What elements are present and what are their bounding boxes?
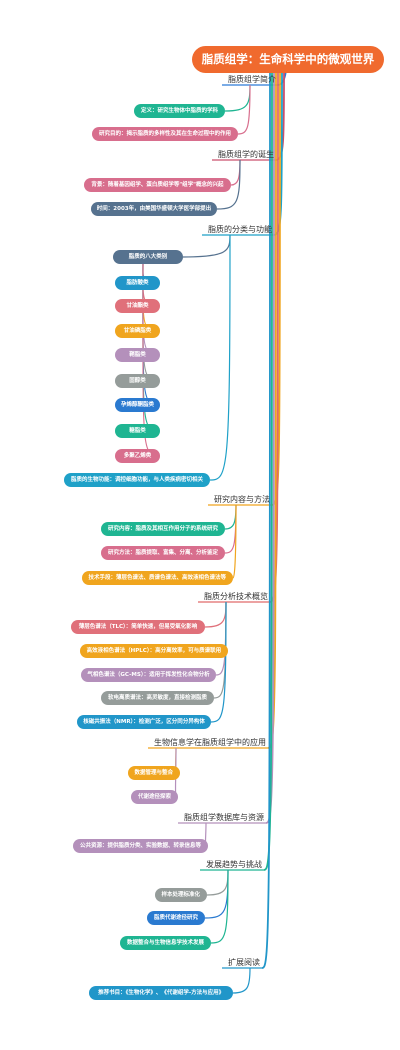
leaf-node[interactable]: 脂质的生物功能：调控细胞功能，与人类疾病密切相关 — [64, 473, 210, 487]
branch-label[interactable]: 脂质的分类与功能 — [208, 225, 272, 234]
leaf-node[interactable]: 薄层色谱法（TLC）：简单快速，但易受氧化影响 — [71, 620, 205, 634]
leaf-node[interactable]: 时间：2003年，由美国华盛顿大学医学部提出 — [90, 202, 217, 216]
leaf-node[interactable]: 技术手段：薄层色谱法、质谱色谱法、高效液相色谱法等 — [81, 571, 233, 585]
branch-label[interactable]: 扩展阅读 — [228, 958, 260, 967]
category-group-node[interactable]: 脂质的八大类别 — [113, 250, 183, 264]
leaf-node[interactable]: 背景：随着基因组学、蛋白质组学等"组学"概念的兴起 — [83, 178, 231, 192]
leaf-node[interactable]: 气相色谱法（GC-MS）：适用于挥发性化合物分析 — [81, 668, 216, 682]
category-leaf-node[interactable]: 鞘脂类 — [115, 348, 160, 362]
leaf-node[interactable]: 核磁共振法（NMR）：检测广泛，区分同分异构体 — [77, 715, 211, 729]
category-leaf-node[interactable]: 糖脂类 — [115, 424, 160, 438]
leaf-node[interactable]: 研究内容：脂质及其相互作用分子的系统研究 — [101, 522, 225, 536]
category-leaf-node[interactable]: 多聚乙烯类 — [115, 449, 160, 463]
branch-label[interactable]: 脂质组学简介 — [228, 75, 276, 84]
leaf-node[interactable]: 脂质代谢途径研究 — [147, 911, 205, 925]
branch-label[interactable]: 脂质分析技术概览 — [204, 592, 268, 601]
leaf-node[interactable]: 代谢途径探索 — [131, 790, 178, 804]
leaf-node[interactable]: 公共资源：提供脂质分类、实验数据、转录信息等 — [73, 839, 208, 853]
category-leaf-node[interactable]: 甘油酯类 — [115, 299, 160, 313]
leaf-node[interactable]: 数据整合与生物信息学技术发展 — [120, 936, 211, 950]
leaf-node[interactable]: 样本处理标准化 — [154, 888, 207, 902]
branch-label[interactable]: 生物信息学在脂质组学中的应用 — [154, 738, 266, 747]
leaf-node[interactable]: 数据管理与整合 — [127, 766, 180, 780]
leaf-node[interactable]: 推荐书目：《生物化学》、《代谢组学-方法与应用》 — [89, 986, 233, 1000]
leaf-node[interactable]: 软电离质谱法：高灵敏度，直接检测脂质 — [101, 691, 214, 705]
leaf-node[interactable]: 定义：研究生物体中脂质的学科 — [134, 104, 225, 118]
category-leaf-node[interactable]: 甘油磷脂类 — [115, 324, 160, 338]
branch-label[interactable]: 研究内容与方法 — [214, 495, 270, 504]
branch-label[interactable]: 脂质组学数据库与资源 — [184, 813, 264, 822]
leaf-node[interactable]: 研究方法：脂质提取、富集、分离、分析鉴定 — [101, 546, 225, 560]
root-topic[interactable]: 脂质组学：生命科学中的微观世界 — [192, 46, 384, 73]
category-leaf-node[interactable]: 固醇类 — [115, 374, 160, 388]
leaf-node[interactable]: 研究目的：揭示脂质的多样性及其在生命过程中的作用 — [92, 127, 238, 141]
leaf-node[interactable]: 高效液相色谱法（HPLC）：高分离效率，可与质谱联用 — [79, 644, 228, 658]
branch-label[interactable]: 脂质组学的诞生 — [218, 150, 274, 159]
category-leaf-node[interactable]: 孕烯醇酮脂类 — [115, 398, 160, 412]
category-leaf-node[interactable]: 脂肪酸类 — [115, 276, 160, 290]
branch-label[interactable]: 发展趋势与挑战 — [206, 860, 262, 869]
